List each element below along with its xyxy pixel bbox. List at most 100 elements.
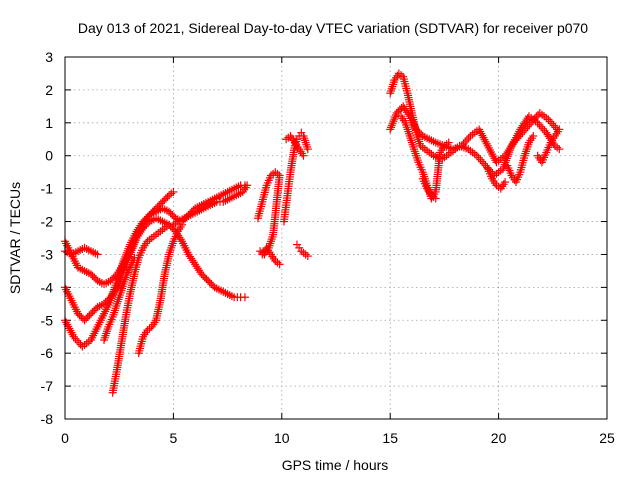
data-point [475, 125, 484, 134]
data-point [303, 145, 312, 154]
data-point-interp [553, 143, 562, 152]
data-point-interp [481, 137, 490, 146]
data-point-interp [478, 157, 487, 166]
y-tick-label: -3 [41, 246, 54, 262]
data-point-interp [480, 135, 489, 144]
data-point-interp [102, 329, 111, 338]
data-point-interp [537, 122, 546, 131]
data-point-interp [111, 304, 120, 313]
data-point-interp [110, 308, 119, 317]
data-point-interp [489, 152, 498, 161]
data-point-interp [419, 170, 428, 179]
data-point-interp [386, 87, 395, 96]
data-point-interp [163, 192, 172, 201]
data-point-interp [167, 241, 176, 250]
data-point-interp [391, 113, 400, 122]
data-point-interp [387, 123, 396, 132]
data-point-interp [477, 129, 486, 138]
data-point [178, 220, 187, 229]
data-point-interp [412, 151, 421, 160]
data-point [431, 194, 440, 203]
x-tick-label: 15 [382, 430, 398, 446]
data-point-interp [102, 278, 111, 287]
data-point [457, 141, 466, 150]
data-point [518, 128, 527, 137]
data-point-interp [122, 248, 131, 257]
data-point [509, 138, 518, 147]
data-point-interp [102, 327, 111, 336]
data-point-interp [112, 302, 121, 311]
y-tick-label: -4 [41, 279, 54, 295]
data-point-interp [547, 119, 556, 128]
data-point-interp [145, 324, 154, 333]
data-point-interp [404, 127, 413, 136]
x-tick-label: 25 [599, 430, 615, 446]
data-point [243, 181, 252, 190]
data-point-interp [121, 252, 130, 261]
data-point-interp [168, 239, 177, 248]
data-point [483, 141, 492, 150]
data-point-interp [538, 124, 547, 133]
data-point-interp [402, 121, 411, 130]
data-point-interp [522, 147, 531, 156]
data-point-interp [64, 322, 73, 331]
data-point-interp [474, 153, 483, 162]
data-point-interp [410, 147, 419, 156]
data-point [544, 115, 553, 124]
data-point [529, 131, 538, 140]
data-point [386, 125, 395, 134]
data-point-interp [273, 169, 282, 178]
data-point-interp [121, 250, 130, 259]
data-point-interp [165, 248, 174, 257]
data-point-interp [62, 318, 71, 327]
axis-ticks: 0 5 10 15 20 25 -8 -7 -6 -5 -4 -3 -2 -1 0 1 2 3 [41, 49, 615, 446]
data-point-interp [124, 244, 133, 253]
data-point-interp [109, 310, 118, 319]
grid [65, 57, 607, 419]
data-points [61, 69, 564, 397]
data-point [303, 252, 312, 261]
y-tick-label: -7 [41, 378, 54, 394]
data-point [555, 145, 564, 154]
data-point-interp [528, 116, 537, 125]
data-point-interp [302, 140, 311, 149]
data-point-interp [487, 148, 496, 157]
data-point-interp [160, 205, 169, 214]
data-point [240, 293, 249, 302]
y-axis-title: SDTVAR / TECUs [7, 182, 23, 294]
data-point-interp [482, 139, 491, 148]
data-point-interp [101, 331, 110, 340]
data-point-interp [411, 149, 420, 158]
y-tick-label: 0 [45, 148, 53, 164]
data-point-interp [389, 117, 398, 126]
data-point-interp [530, 114, 539, 123]
data-point-interp [388, 82, 397, 91]
data-point [386, 89, 395, 98]
data-point-interp [387, 84, 396, 93]
data-point-interp [389, 78, 398, 87]
data-point [472, 151, 481, 160]
data-point-interp [479, 159, 488, 168]
data-point-interp [520, 126, 529, 135]
data-point-interp [387, 121, 396, 130]
data-point [555, 125, 564, 134]
data-point-interp [120, 254, 129, 263]
data-point [301, 138, 310, 147]
data-point-interp [267, 235, 276, 244]
x-tick-label: 10 [274, 430, 290, 446]
data-point [527, 118, 536, 127]
data-point-interp [464, 133, 473, 142]
y-tick-label: 3 [45, 49, 53, 65]
data-point-interp [490, 154, 499, 163]
data-point-interp [521, 124, 530, 133]
data-point-interp [73, 336, 82, 345]
y-tick-label: -5 [41, 312, 54, 328]
data-point-interp [404, 110, 413, 119]
data-point-interp [476, 127, 485, 136]
data-point-interp [110, 306, 119, 315]
data-point-interp [513, 134, 522, 143]
data-point-interp [479, 133, 488, 142]
data-point-interp [103, 325, 112, 334]
y-tick-label: -8 [41, 411, 54, 427]
